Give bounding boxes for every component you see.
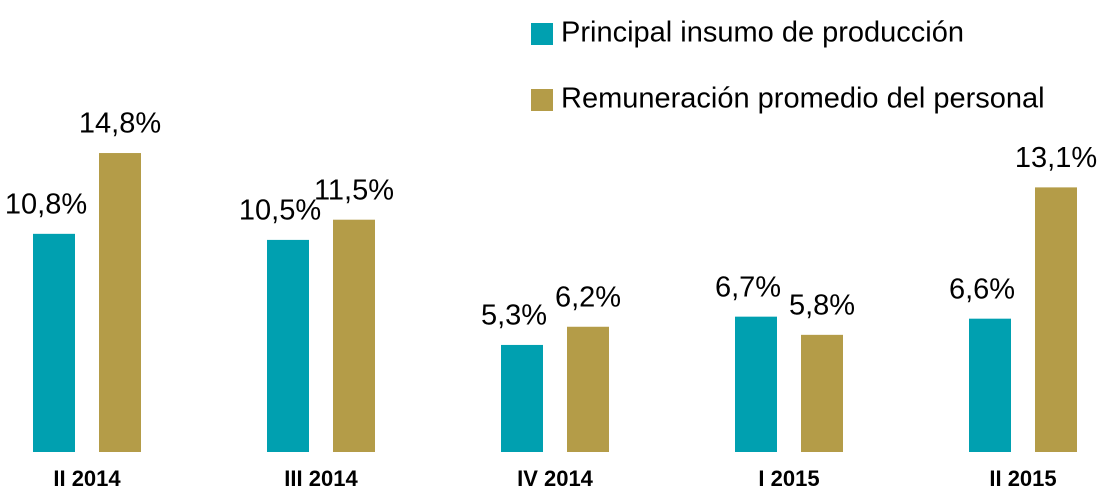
legend-swatch [531,23,553,45]
bar [33,233,75,452]
bar [1035,187,1077,452]
data-label: 10,8% [5,188,87,220]
x-tick-label: II 2015 [989,466,1056,491]
x-tick-label: IV 2014 [517,466,594,491]
x-tick-label: III 2014 [284,466,358,491]
bar [801,334,843,452]
x-tick-label: I 2015 [758,466,819,491]
bar [969,318,1011,452]
bar [99,153,141,453]
data-label: 13,1% [1015,142,1097,174]
x-tick-label: II 2014 [53,466,121,491]
bar [735,316,777,452]
bar [567,326,609,452]
data-label: 6,6% [949,273,1015,305]
bar [267,239,309,452]
bar [333,219,375,452]
data-label: 5,8% [789,289,855,321]
data-label: 10,5% [239,195,321,227]
legend-swatch [531,89,553,111]
bar [501,344,543,452]
legend-label: Remuneración promedio del personal [561,83,1045,115]
data-label: 6,2% [555,281,621,313]
data-label: 11,5% [314,174,394,206]
data-label: 5,3% [481,300,547,332]
legend-label: Principal insumo de producción [561,17,964,49]
data-label: 14,8% [79,108,161,140]
data-label: 6,7% [715,271,781,303]
